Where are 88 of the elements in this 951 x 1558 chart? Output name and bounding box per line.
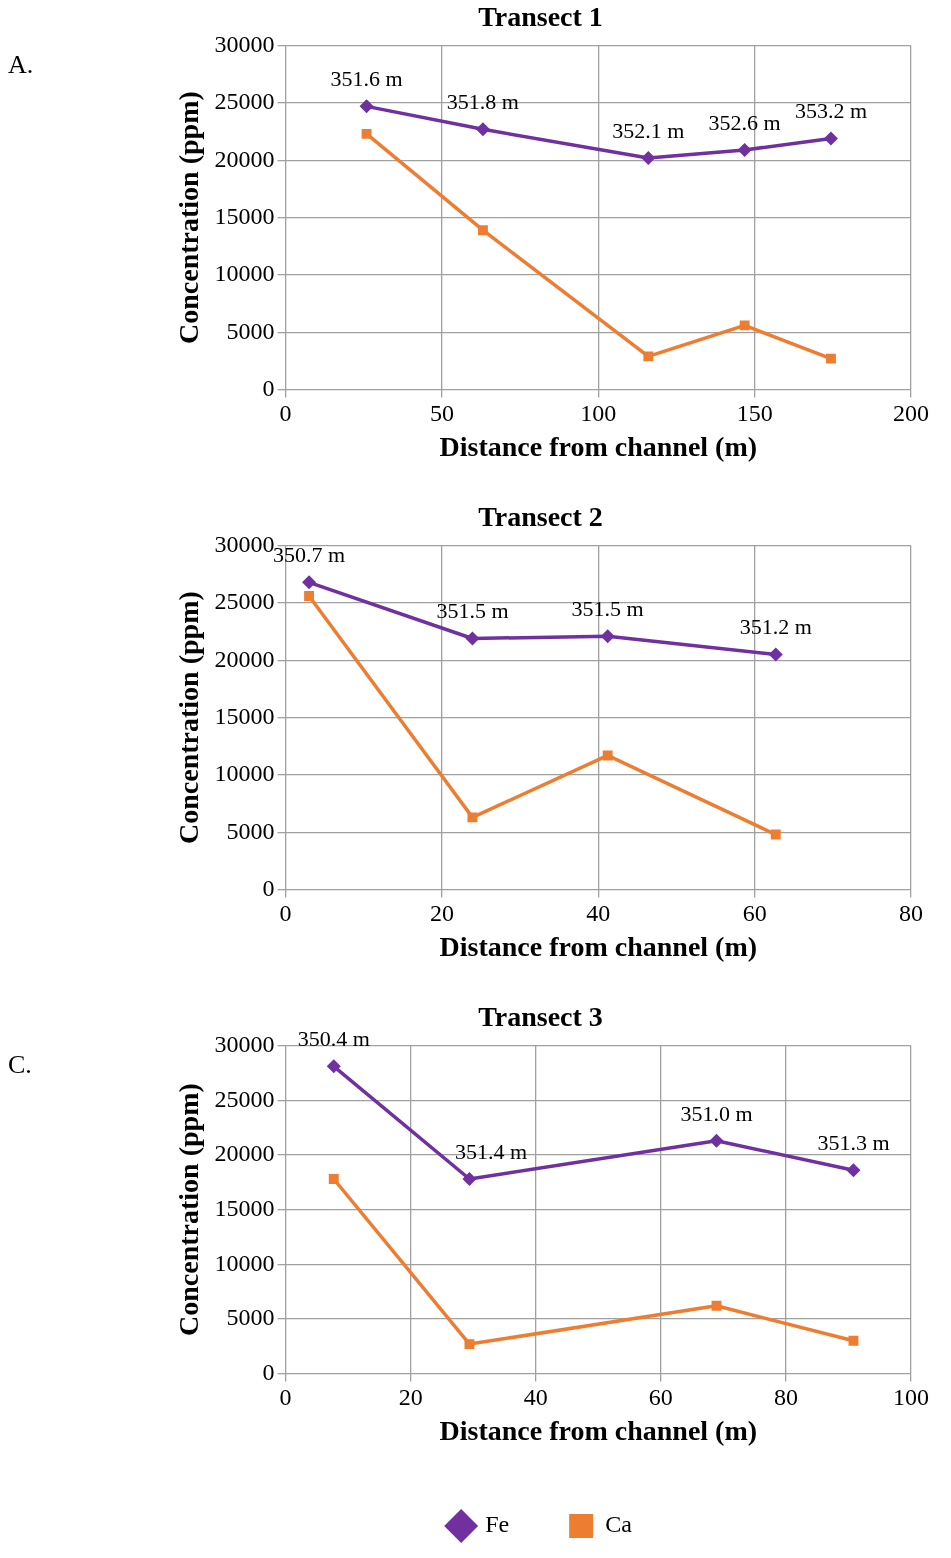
y-tick-label: 0 [262, 1358, 275, 1385]
annotation: 353.2 m [794, 98, 868, 124]
point [602, 750, 613, 761]
text: A. [8, 50, 34, 80]
y-tick-label: 10000 [214, 760, 275, 787]
annotation: 350.4 m [297, 1026, 370, 1052]
y-tick-label: 5000 [226, 317, 275, 344]
x-axis-title: Distance from channel (m) [439, 931, 758, 963]
legend-label: Ca [605, 1511, 633, 1538]
annotation: 351.0 m [680, 1100, 753, 1126]
point [600, 629, 615, 644]
y-tick-label: 20000 [214, 1140, 275, 1167]
y-tick-label: 5000 [226, 817, 275, 844]
annotation: 352.6 m [708, 109, 781, 135]
y-tick-label: 20000 [214, 145, 275, 172]
y-tick-label: 10000 [214, 1249, 275, 1276]
x-tick-label: 40 [523, 1384, 548, 1411]
x-tick-label: 100 [893, 1384, 929, 1411]
point [826, 353, 836, 364]
point [467, 812, 478, 823]
x-axis-title: Distance from channel (m) [439, 431, 758, 463]
x-tick-label: 150 [736, 400, 773, 427]
y-axis-title: Concentration (ppm) [173, 591, 205, 844]
x-tick-label: 80 [899, 900, 923, 927]
point [643, 351, 654, 362]
annotation: 351.4 m [455, 1138, 528, 1164]
x-tick-label: 100 [580, 400, 617, 427]
y-tick-label: 15000 [214, 702, 275, 729]
point [464, 1339, 475, 1350]
point [304, 591, 314, 601]
x-tick-label: 60 [742, 900, 767, 927]
chart-title: Transect 3 [478, 1001, 603, 1033]
y-tick-label: 15000 [214, 1194, 275, 1221]
chart-title: Transect 1 [478, 1, 603, 33]
annotation: 352.1 m [612, 117, 685, 143]
x-tick-label: 0 [279, 1384, 292, 1411]
annotation: 351.2 m [739, 614, 812, 640]
x-tick-label: 80 [773, 1384, 798, 1411]
point [359, 99, 374, 114]
legend-label: Fe [485, 1511, 510, 1538]
y-axis-title: Concentration (ppm) [173, 1083, 205, 1336]
y-tick-label: 0 [262, 874, 275, 901]
annotation: 351.3 m [817, 1130, 890, 1156]
point [326, 1059, 341, 1074]
x-tick-label: 20 [398, 1384, 423, 1411]
y-tick-label: 30000 [214, 1030, 275, 1057]
point [711, 1300, 722, 1311]
y-tick-label: 10000 [214, 260, 275, 287]
x-tick-label: 20 [429, 900, 454, 927]
point [770, 829, 781, 840]
chart-title: Transect 2 [478, 501, 603, 533]
x-tick-label: 50 [429, 400, 454, 427]
y-axis-title: Concentration (ppm) [173, 91, 205, 344]
y-tick-label: 15000 [214, 202, 275, 229]
point [465, 631, 480, 646]
point [768, 647, 783, 662]
point [477, 225, 488, 236]
point [361, 128, 372, 139]
x-tick-label: 0 [279, 400, 292, 427]
point [709, 1133, 724, 1148]
y-tick-label: 30000 [214, 30, 275, 57]
x-tick-label: 200 [893, 400, 929, 427]
x-tick-label: 60 [648, 1384, 673, 1411]
y-tick-label: 25000 [214, 588, 275, 615]
annotation: 351.5 m [571, 595, 644, 621]
point [737, 142, 752, 157]
y-tick-label: 20000 [214, 645, 275, 672]
x-tick-label: 40 [586, 900, 611, 927]
point [739, 320, 750, 331]
point [302, 575, 317, 590]
point [846, 1163, 861, 1178]
point [848, 1335, 859, 1346]
x-tick-label: 0 [279, 900, 292, 927]
x-axis-title: Distance from channel (m) [439, 1415, 758, 1447]
annotation: 351.8 m [446, 89, 519, 115]
y-tick-label: 5000 [226, 1304, 275, 1331]
y-tick-label: 0 [262, 374, 275, 401]
annotation: 351.5 m [436, 598, 509, 624]
point [462, 1171, 477, 1186]
point [475, 122, 490, 137]
annotation: 351.6 m [330, 66, 403, 92]
point [641, 150, 656, 165]
point [328, 1174, 339, 1184]
point [823, 131, 838, 146]
text: C. [8, 1050, 32, 1080]
y-tick-label: 25000 [214, 1085, 275, 1112]
y-tick-label: 30000 [214, 530, 275, 557]
y-tick-label: 25000 [214, 88, 275, 115]
